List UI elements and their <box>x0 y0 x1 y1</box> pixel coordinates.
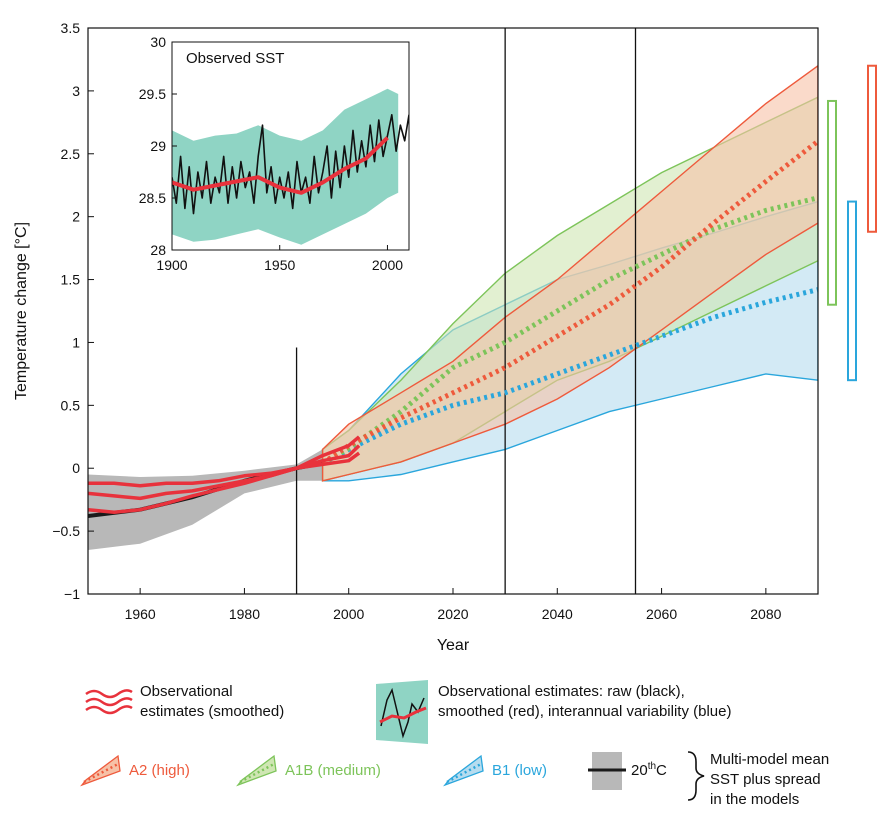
inset-y-tick-label: 29 <box>150 138 166 154</box>
y-tick-label: −1 <box>64 586 80 602</box>
legend: Observational estimates (smoothed) Obser… <box>80 680 833 808</box>
y-tick-label: 1 <box>72 334 80 350</box>
x-axis-label: Year <box>437 637 470 654</box>
range-bar-a1b <box>827 99 837 306</box>
obs-smoothed-line-1 <box>88 435 361 488</box>
y-tick-label: 2 <box>72 209 80 225</box>
inset-smoothed-line <box>172 136 389 195</box>
mean-line-b1 <box>321 287 818 466</box>
range-bar-b1 <box>847 200 857 382</box>
legend-obs-smoothed-icon <box>85 689 133 715</box>
y-tick-label: 1.5 <box>61 272 81 288</box>
legend-a2-label: A2 (high) <box>129 762 190 779</box>
inset-y-ticks: 28 28.5 29 29.5 30 <box>139 34 177 258</box>
legend-b1-icon <box>443 754 484 787</box>
legend-20thc-label: 20thC <box>631 761 667 779</box>
range-bar-a2 <box>867 64 877 233</box>
model-spread-bands <box>88 64 818 550</box>
observational-lines <box>88 435 361 514</box>
legend-obs-raw-label: Observational estimates: raw (black), sm… <box>438 683 731 720</box>
inset-y-tick-label: 29.5 <box>139 86 166 102</box>
mean-line-a1b <box>321 195 818 466</box>
x-tick-label: 2000 <box>333 606 364 622</box>
y-tick-label: 2.5 <box>61 146 81 162</box>
y-tick-label: 3 <box>72 83 80 99</box>
inset-title: Observed SST <box>186 50 284 67</box>
legend-multi-model-label: Multi-model mean SST plus spread in the … <box>710 751 833 808</box>
band-a2 <box>321 64 818 482</box>
main-plot: 1960 1980 2000 2020 2040 2060 2080 −1 −0.5 0 0.5 1… <box>13 20 819 654</box>
inset-x-tick-label: 1950 <box>264 257 295 273</box>
y-axis-ticks: −1 −0.5 0 0.5 1 1.5 2 2.5 3 3.5 <box>52 20 94 602</box>
obs-smoothed-line-3 <box>88 451 361 514</box>
y-tick-label: 3.5 <box>61 20 81 36</box>
obs-smoothed-line-2 <box>88 444 361 501</box>
x-tick-label: 2040 <box>542 606 573 622</box>
legend-a2-icon <box>80 754 121 787</box>
inset-y-tick-label: 28 <box>150 242 166 258</box>
inset-y-tick-label: 28.5 <box>139 190 166 206</box>
y-tick-label: −0.5 <box>52 523 80 539</box>
inset-variability-band <box>172 88 399 245</box>
x-tick-label: 2060 <box>646 606 677 622</box>
legend-obs-smoothed-label: Observational estimates (smoothed) <box>140 683 284 720</box>
legend-obs-raw-icon <box>376 680 428 744</box>
band-c20 <box>88 449 323 550</box>
x-tick-label: 2080 <box>750 606 781 622</box>
inset-x-tick-label: 2000 <box>372 257 403 273</box>
projection-range-bars <box>827 64 877 382</box>
legend-20thc-icon <box>588 752 626 790</box>
y-tick-label: 0.5 <box>61 397 81 413</box>
inset-chart: Observed SST 1900 1950 2000 28 28.5 29 29.5 30 <box>139 34 410 273</box>
inset-x-tick-label: 1900 <box>156 257 187 273</box>
y-tick-label: 0 <box>72 460 80 476</box>
legend-a1b-label: A1B (medium) <box>285 762 381 779</box>
legend-a1b-icon <box>236 754 277 787</box>
vertical-reference-lines <box>295 28 637 594</box>
y-axis-label: Temperature change [°C] <box>13 222 30 400</box>
x-axis-ticks: 1960 1980 2000 2020 2040 2060 2080 <box>125 588 782 622</box>
x-tick-label: 2020 <box>437 606 468 622</box>
x-tick-label: 1960 <box>125 606 156 622</box>
mean-line-a2 <box>321 139 818 466</box>
legend-b1-label: B1 (low) <box>492 762 547 779</box>
inset-y-tick-label: 30 <box>150 34 166 50</box>
inset-x-ticks: 1900 1950 2000 <box>156 245 403 273</box>
x-tick-label: 1980 <box>229 606 260 622</box>
legend-brace <box>687 751 705 801</box>
